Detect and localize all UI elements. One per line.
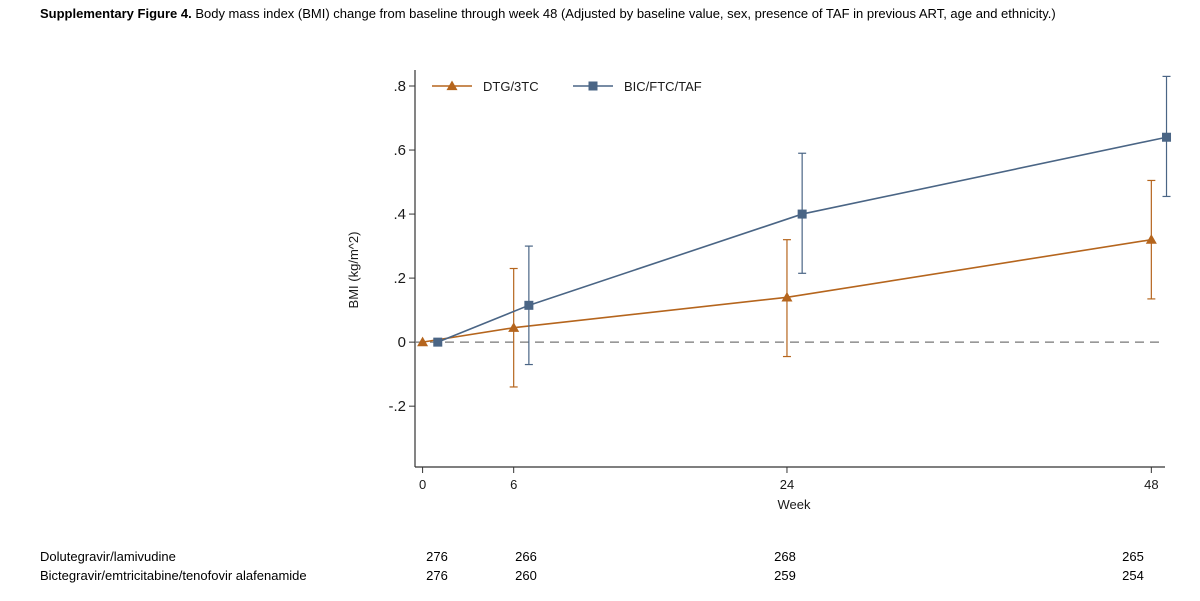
data-point xyxy=(508,322,520,332)
risk-value: 276 xyxy=(426,568,448,583)
legend-swatch-marker xyxy=(588,81,598,91)
y-axis-title: BMI (kg/m^2) xyxy=(346,232,361,309)
caption-text: Body mass index (BMI) change from baseli… xyxy=(191,6,1056,21)
data-point xyxy=(417,336,429,347)
caption-label: Supplementary Figure 4. xyxy=(40,6,192,21)
x-tick-label: 6 xyxy=(510,477,517,492)
risk-row-label-dtg: Dolutegravir/lamivudine xyxy=(40,549,176,564)
risk-value: 265 xyxy=(1122,549,1144,564)
risk-value: 254 xyxy=(1122,568,1144,583)
risk-value: 266 xyxy=(515,549,537,564)
data-point xyxy=(433,337,443,347)
risk-value: 259 xyxy=(774,568,796,583)
y-tick-label: .4 xyxy=(393,206,406,223)
legend-label: DTG/3TC xyxy=(483,79,539,94)
data-point xyxy=(1162,132,1172,142)
x-tick-label: 48 xyxy=(1144,477,1158,492)
data-point xyxy=(797,209,807,219)
series-dtg-3tc xyxy=(417,179,1157,388)
legend-swatch-marker xyxy=(446,80,458,91)
risk-value: 276 xyxy=(426,549,448,564)
risk-value: 260 xyxy=(515,568,537,583)
data-point xyxy=(524,300,534,310)
legend-label: BIC/FTC/TAF xyxy=(624,79,702,94)
risk-row-label-bic: Bictegravir/emtricitabine/tenofovir alaf… xyxy=(40,568,307,583)
y-tick-label: 0 xyxy=(398,334,406,351)
y-tick-label: .2 xyxy=(393,270,406,287)
y-tick-label: .8 xyxy=(393,78,406,95)
data-point xyxy=(781,291,793,302)
figure-caption: Supplementary Figure 4. Body mass index … xyxy=(40,6,1056,21)
legend: DTG/3TC BIC/FTC/TAF xyxy=(432,79,702,94)
data-point xyxy=(1145,234,1157,244)
y-tick-label: .6 xyxy=(393,142,406,159)
series-line xyxy=(422,238,1152,343)
series-line xyxy=(437,136,1167,343)
x-axis-title: Week xyxy=(777,497,810,512)
series-bic-ftc-taf xyxy=(433,75,1172,366)
x-tick-label: 24 xyxy=(780,477,794,492)
risk-value: 268 xyxy=(774,549,796,564)
x-tick-label: 0 xyxy=(419,477,426,492)
y-tick-label: -.2 xyxy=(388,398,406,415)
